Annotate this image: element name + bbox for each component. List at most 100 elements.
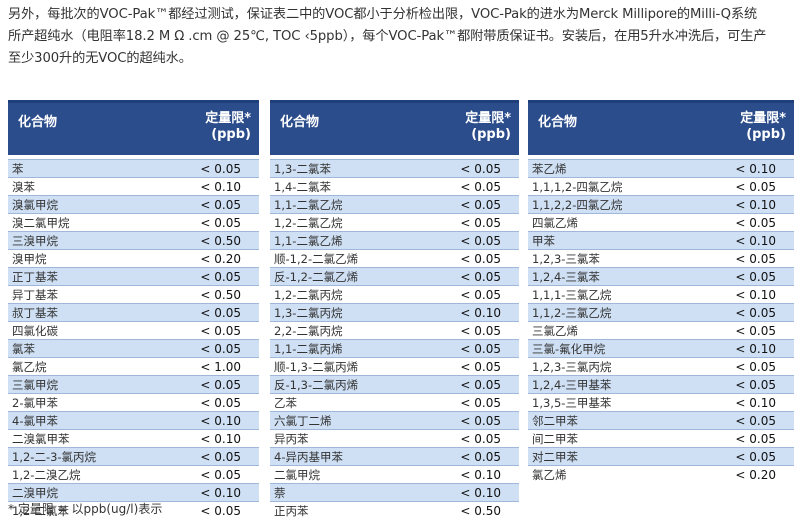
detection-limit: < 0.05 bbox=[735, 305, 776, 320]
detection-limit: < 0.50 bbox=[200, 233, 241, 248]
intro-paragraph: 另外，每批次的VOC-Pak™都经过测试，保证表二中的VOC都小于分析检出限，V… bbox=[8, 4, 794, 70]
table-row: 2-氯甲苯 < 0.05 bbox=[8, 393, 259, 411]
table-row: 间二甲苯 < 0.05 bbox=[528, 429, 794, 447]
table-body: 1,3-二氯苯 < 0.05 1,4-二氯苯 < 0.05 1,1-二氯乙烷 < 0.05… bbox=[270, 155, 519, 519]
detection-limit: < 0.05 bbox=[200, 305, 241, 320]
compound-name: 1,1,1-三氯乙烷 bbox=[532, 287, 612, 302]
compound-name: 2-氯甲苯 bbox=[12, 395, 58, 410]
detection-limit: < 0.50 bbox=[460, 503, 501, 518]
detection-limit: < 0.10 bbox=[200, 179, 241, 194]
detection-limit: < 0.05 bbox=[460, 251, 501, 266]
table-row: 顺-1,2-二氯乙烯 < 0.05 bbox=[270, 249, 519, 267]
table-row: 1,3-二氯苯 < 0.05 bbox=[270, 159, 519, 177]
table-row: 4-氯甲苯 < 0.10 bbox=[8, 411, 259, 429]
detection-limit: < 0.05 bbox=[200, 395, 241, 410]
footnote: * 定量限 = 以ppb(ug/l)表示 bbox=[8, 502, 163, 516]
compound-name: 1,2-二-3-氯丙烷 bbox=[12, 449, 97, 464]
compound-name: 1,2-二溴乙烷 bbox=[12, 467, 81, 482]
detection-limit: < 0.05 bbox=[460, 197, 501, 212]
header-limit-label: 定量限* bbox=[465, 111, 511, 126]
detection-limit: < 0.10 bbox=[735, 287, 776, 302]
header-compound: 化合物 bbox=[538, 115, 578, 130]
compound-name: 三氯甲烷 bbox=[12, 377, 58, 392]
detection-limit: < 0.05 bbox=[460, 215, 501, 230]
compound-name: 六氯丁二烯 bbox=[274, 413, 332, 428]
compound-name: 顺-1,3-二氯丙烯 bbox=[274, 359, 359, 374]
compound-name: 1,4-二氯苯 bbox=[274, 179, 331, 194]
table-header: 化合物 定量限* (ppb) bbox=[270, 103, 519, 155]
compound-name: 反-1,2-二氯乙烯 bbox=[274, 269, 359, 284]
voc-table-3: 化合物 定量限* (ppb) 苯乙烯 < 0.10 1,1,1,2-四氯乙烷 < 0.… bbox=[528, 100, 794, 483]
compound-name: 正丙苯 bbox=[274, 503, 309, 518]
detection-limit: < 0.05 bbox=[200, 197, 241, 212]
detection-limit: < 0.10 bbox=[735, 161, 776, 176]
compound-name: 邻二甲苯 bbox=[532, 413, 578, 428]
table-row: 叔丁基苯 < 0.05 bbox=[8, 303, 259, 321]
table-row: 1,1-二氯乙烯 < 0.05 bbox=[270, 231, 519, 249]
table-row: 异丙苯 < 0.05 bbox=[270, 429, 519, 447]
table-row: 溴二氯甲烷 < 0.05 bbox=[8, 213, 259, 231]
detection-limit: < 0.05 bbox=[200, 377, 241, 392]
compound-name: 二溴氯甲苯 bbox=[12, 431, 70, 446]
table-row: 对二甲苯 < 0.05 bbox=[528, 447, 794, 465]
voc-table-1: 化合物 定量限* (ppb) 苯 < 0.05 溴苯 < 0.10 溴氯甲烷 < 0.05… bbox=[8, 100, 259, 519]
table-row: 二溴氯甲苯 < 0.10 bbox=[8, 429, 259, 447]
table-row: 二氯甲烷 < 0.10 bbox=[270, 465, 519, 483]
table-row: 4-异丙基甲苯 < 0.05 bbox=[270, 447, 519, 465]
table-row: 1,2-二溴乙烷 < 0.05 bbox=[8, 465, 259, 483]
compound-name: 4-氯甲苯 bbox=[12, 413, 58, 428]
header-limit: 定量限* (ppb) bbox=[205, 111, 251, 143]
detection-limit: < 0.05 bbox=[200, 449, 241, 464]
table-row: 1,1,2-三氯乙烷 < 0.05 bbox=[528, 303, 794, 321]
compound-name: 苯 bbox=[12, 161, 24, 176]
detection-limit: < 0.05 bbox=[200, 323, 241, 338]
compound-name: 溴甲烷 bbox=[12, 251, 47, 266]
table-row: 1,2-二氯丙烷 < 0.05 bbox=[270, 285, 519, 303]
table-row: 溴甲烷 < 0.20 bbox=[8, 249, 259, 267]
table-row: 六氯丁二烯 < 0.05 bbox=[270, 411, 519, 429]
detection-limit: < 0.05 bbox=[735, 269, 776, 284]
intro-line-1: 另外，每批次的VOC-Pak™都经过测试，保证表二中的VOC都小于分析检出限，V… bbox=[8, 7, 758, 22]
detection-limit: < 0.10 bbox=[735, 233, 776, 248]
compound-name: 异丁基苯 bbox=[12, 287, 58, 302]
detection-limit: < 0.05 bbox=[460, 377, 501, 392]
detection-limit: < 0.05 bbox=[460, 269, 501, 284]
table-row: 1,2-二氯苯 < 0.05 bbox=[8, 501, 259, 519]
header-limit: 定量限* (ppb) bbox=[465, 111, 511, 143]
table-row: 反-1,3-二氯丙烯 < 0.05 bbox=[270, 375, 519, 393]
header-limit: 定量限* (ppb) bbox=[740, 111, 786, 143]
compound-name: 氯苯 bbox=[12, 341, 35, 356]
detection-limit: < 0.05 bbox=[735, 413, 776, 428]
compound-name: 1,1-二氯丙烯 bbox=[274, 341, 343, 356]
compound-name: 三氯乙烯 bbox=[532, 323, 578, 338]
table-row: 1,1-二氯乙烷 < 0.05 bbox=[270, 195, 519, 213]
table-row: 溴苯 < 0.10 bbox=[8, 177, 259, 195]
table-row: 三溴甲烷 < 0.50 bbox=[8, 231, 259, 249]
detection-limit: < 0.10 bbox=[200, 413, 241, 428]
detection-limit: < 0.05 bbox=[460, 323, 501, 338]
compound-name: 1,1,2-三氯乙烷 bbox=[532, 305, 612, 320]
table-body: 苯 < 0.05 溴苯 < 0.10 溴氯甲烷 < 0.05 溴二氯甲烷 < 0.05 三溴甲烷… bbox=[8, 155, 259, 519]
detection-limit: < 0.05 bbox=[200, 215, 241, 230]
detection-limit: < 0.05 bbox=[735, 359, 776, 374]
table-row: 2,2-二氯丙烷 < 0.05 bbox=[270, 321, 519, 339]
table-row: 1,2,3-三氯苯 < 0.05 bbox=[528, 249, 794, 267]
table-row: 三氯-氟化甲烷 < 0.10 bbox=[528, 339, 794, 357]
compound-name: 三氯-氟化甲烷 bbox=[532, 341, 606, 356]
compound-name: 1,2-二氯苯 bbox=[12, 503, 69, 518]
detection-limit: < 0.05 bbox=[735, 449, 776, 464]
table-row: 1,1,1,2-四氯乙烷 < 0.05 bbox=[528, 177, 794, 195]
compound-name: 1,3,5-三甲基苯 bbox=[532, 395, 612, 410]
compound-name: 1,2,4-三甲基苯 bbox=[532, 377, 612, 392]
detection-limit: < 0.10 bbox=[200, 485, 241, 500]
compound-name: 溴氯甲烷 bbox=[12, 197, 58, 212]
compound-name: 甲苯 bbox=[532, 233, 555, 248]
detection-limit: < 0.10 bbox=[200, 431, 241, 446]
table-row: 氯苯 < 0.05 bbox=[8, 339, 259, 357]
detection-limit: < 0.05 bbox=[200, 341, 241, 356]
detection-limit: < 0.05 bbox=[735, 377, 776, 392]
table-header: 化合物 定量限* (ppb) bbox=[528, 103, 794, 155]
detection-limit: < 0.05 bbox=[460, 395, 501, 410]
intro-line-3: 至少300升的无VOC的超纯水。 bbox=[8, 51, 192, 66]
compound-name: 1,2-二氯乙烷 bbox=[274, 215, 343, 230]
